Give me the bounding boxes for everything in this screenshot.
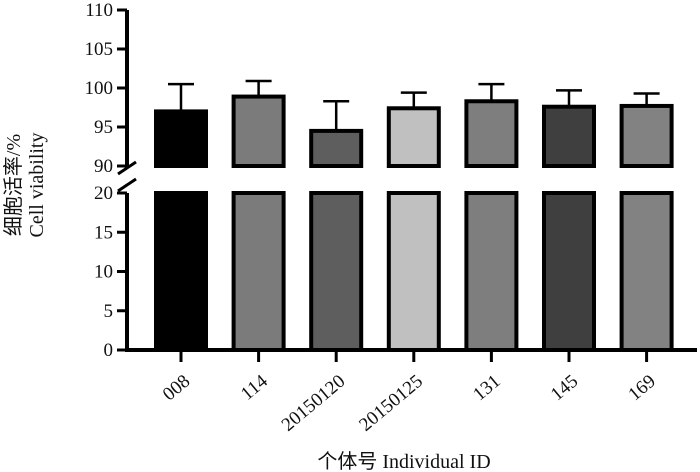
error-bars-group — [168, 79, 660, 131]
bar-lower — [619, 191, 674, 352]
y-tick-label: 0 — [104, 340, 114, 361]
error-bar — [478, 82, 505, 102]
bar — [542, 104, 596, 352]
x-tick-label: 20150125 — [355, 371, 427, 436]
bars-group — [154, 94, 674, 352]
bar-upper — [386, 106, 441, 168]
bar — [386, 106, 441, 352]
x-ticks-group: 008 114 20150120 20150125 131 145 169 — [159, 350, 660, 436]
y-ticks-group: 0 5 10 15 20 90 95 100 105 110 — [85, 0, 127, 361]
y-axis-title-en: Cell viability — [26, 133, 48, 238]
bar-upper — [619, 103, 674, 169]
x-tick-label: 114 — [237, 370, 272, 404]
x-axis-title: 个体号 Individual ID — [317, 450, 490, 472]
bar-upper — [231, 94, 286, 168]
y-tick-label: 10 — [94, 262, 113, 283]
bar-upper — [309, 128, 364, 168]
y-tick-label: 5 — [104, 301, 114, 322]
error-bar — [400, 91, 427, 109]
bar-lower — [231, 191, 286, 352]
bar-lower — [542, 191, 596, 352]
y-tick-label: 90 — [94, 156, 113, 177]
y-tick-label: 105 — [85, 39, 114, 60]
y-tick-label: 15 — [94, 222, 113, 243]
bar-upper — [154, 109, 208, 168]
x-tick-label: 008 — [159, 371, 194, 405]
x-tick-label: 145 — [547, 371, 582, 405]
axis-break-mark-lower — [117, 177, 137, 193]
x-tick-label: 131 — [469, 371, 504, 405]
bar — [464, 99, 519, 352]
y-tick-label: 95 — [94, 117, 113, 138]
y-tick-label: 20 — [94, 183, 113, 204]
axis-break-marks — [117, 160, 137, 193]
error-bar — [633, 92, 660, 106]
bar-lower — [386, 191, 441, 352]
x-tick-label: 169 — [624, 371, 659, 405]
axis-break-mark-upper — [117, 160, 137, 176]
bar-upper — [542, 104, 596, 168]
bar-lower — [154, 191, 208, 352]
bar — [309, 128, 364, 352]
bar — [619, 103, 674, 352]
error-bar — [168, 82, 194, 112]
bar — [231, 94, 286, 352]
x-tick-label: 20150120 — [278, 371, 350, 436]
y-tick-label: 110 — [85, 0, 113, 21]
bar-lower — [464, 191, 519, 352]
bar — [154, 109, 208, 352]
bar-upper — [464, 99, 519, 168]
y-axis-title-cn: 细胞活率/% — [2, 134, 25, 236]
y-tick-label: 100 — [85, 78, 114, 99]
error-bar — [245, 79, 272, 97]
bar-lower — [309, 191, 364, 352]
error-bar — [556, 89, 582, 107]
error-bar — [323, 100, 350, 131]
